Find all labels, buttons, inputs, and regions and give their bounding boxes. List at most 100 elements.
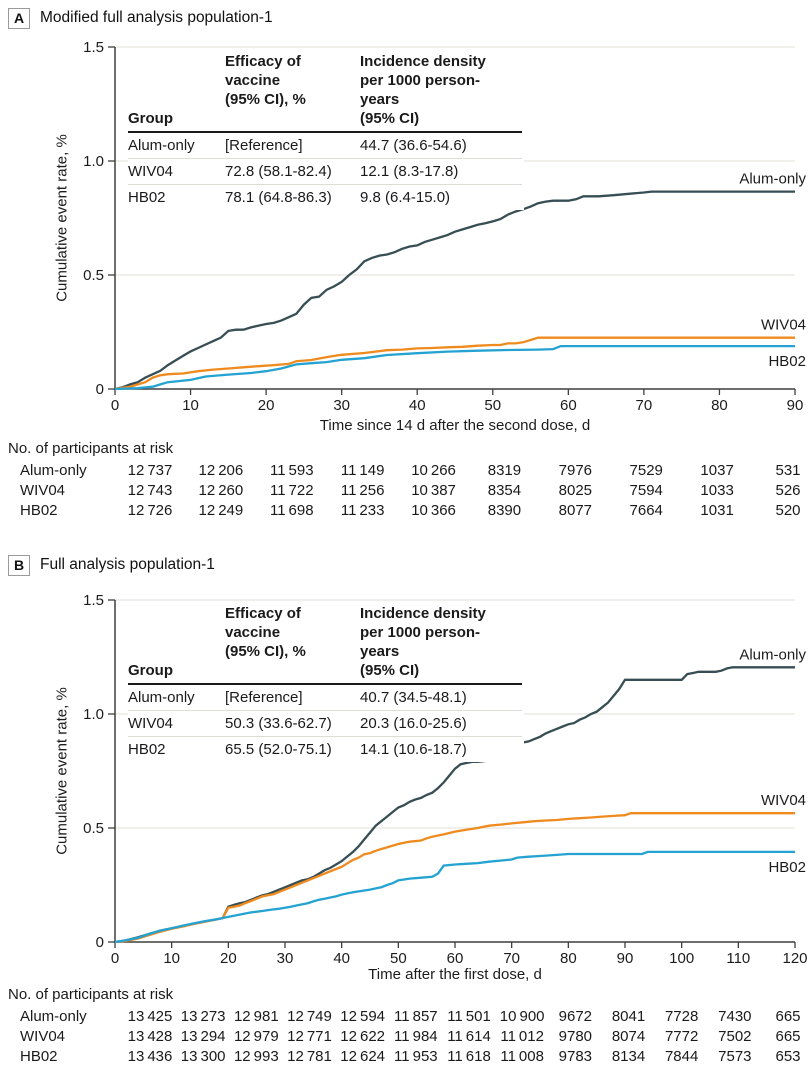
at-risk-value: 7664 (629, 502, 663, 519)
x-tick-label: 60 (560, 397, 577, 414)
y-tick-label: 0 (96, 381, 104, 398)
panel-a-title: Modified full analysis population-1 (40, 9, 273, 26)
at-risk-value: 11 593 (269, 462, 314, 479)
at-risk-value: 665 (775, 1008, 801, 1025)
inset-cell: 12.1 (8.3-17.8) (360, 163, 459, 180)
inset-cell: 65.5 (52.0-75.1) (225, 741, 332, 758)
inset-cell: 44.7 (36.6-54.6) (360, 137, 467, 154)
inset-header-line: Efficacy of (225, 605, 301, 622)
at-risk-value: 12 249 (198, 502, 244, 519)
at-risk-value: 11 953 (394, 1048, 438, 1065)
inset-header-line: (95% CI) (360, 110, 420, 127)
y-tick-label: 1.0 (83, 153, 104, 170)
at-risk-group-label: HB02 (20, 502, 58, 519)
inset-header-line: (95% CI), % (225, 91, 306, 108)
inset-header-line: Efficacy of (225, 53, 301, 70)
x-tick-label: 40 (409, 397, 426, 414)
at-risk-value: 12 726 (127, 502, 173, 519)
panel-a-y-axis-label: Cumulative event rate, % (53, 134, 71, 302)
at-risk-value: 13 436 (127, 1048, 173, 1065)
at-risk-value: 11 256 (340, 482, 385, 499)
inset-header-line: per 1000 person-years (360, 624, 481, 660)
inset-header-line: Group (128, 110, 173, 127)
at-risk-value: 12 206 (198, 462, 244, 479)
inset-header-cell: Incidence density per 1000 person-years (9… (360, 604, 522, 680)
at-risk-value: 12 737 (127, 462, 173, 479)
y-tick-label: 1.5 (83, 39, 104, 56)
at-risk-group-label: WIV04 (20, 482, 66, 499)
y-tick-label: 0 (96, 934, 104, 951)
x-tick-label: 100 (669, 950, 694, 967)
x-tick-label: 90 (617, 950, 634, 967)
series-label-wiv04: WIV04 (761, 792, 806, 809)
at-risk-group-label: HB02 (20, 1048, 58, 1065)
at-risk-row: Alum-only 12 737 12 206 11 593 11 149 10 266 8… (0, 462, 810, 482)
series-line-hb02 (114, 850, 795, 944)
at-risk-row: HB02 13 436 13 300 12 993 12 781 12 624 11 953… (0, 1048, 810, 1068)
series-line-hb02 (114, 344, 795, 391)
at-risk-value: 11 501 (447, 1008, 491, 1025)
y-tick-label: 1.0 (83, 706, 104, 723)
x-tick-label: 30 (277, 950, 294, 967)
at-risk-value: 653 (775, 1048, 801, 1065)
at-risk-value: 12 594 (340, 1008, 386, 1025)
inset-table-row: HB02 65.5 (52.0-75.1) 14.1 (10.6-18.7) (128, 737, 522, 762)
at-risk-value: 7529 (629, 462, 663, 479)
at-risk-row: WIV04 12 743 12 260 11 722 11 256 10 387 8354 8… (0, 482, 810, 502)
inset-table-row: WIV04 50.3 (33.6-62.7) 20.3 (16.0-25.6) (128, 711, 522, 737)
inset-cell: 9.8 (6.4-15.0) (360, 189, 451, 206)
inset-table-row: Alum-only [Reference] 40.7 (34.5-48.1) (128, 685, 522, 711)
panel-a-chart: 0 0.5 1.0 1.5 0 10 20 30 40 50 60 70 80 90 Alum-only WI… (83, 39, 806, 414)
at-risk-value: 12 993 (233, 1048, 279, 1065)
at-risk-row: HB02 12 726 12 249 11 698 11 233 10 366 8390 80… (0, 502, 810, 522)
at-risk-value: 526 (775, 482, 801, 499)
at-risk-value: 11 008 (500, 1048, 544, 1065)
at-risk-value: 7728 (664, 1008, 699, 1025)
inset-table-row: Alum-only [Reference] 44.7 (36.6-54.6) (128, 133, 522, 159)
at-risk-value: 665 (775, 1028, 801, 1045)
series-label-alum-only: Alum-only (739, 171, 806, 188)
x-tick-label: 10 (182, 397, 199, 414)
at-risk-value: 1031 (700, 502, 734, 519)
series-label-wiv04: WIV04 (761, 317, 806, 334)
at-risk-value: 12 622 (340, 1028, 386, 1045)
inset-header-line: Incidence density (360, 605, 486, 622)
at-risk-value: 1033 (700, 482, 734, 499)
at-risk-value: 11 012 (500, 1028, 544, 1045)
at-risk-value: 8390 (487, 502, 522, 519)
x-tick-label: 20 (220, 950, 237, 967)
at-risk-value: 10 900 (499, 1008, 545, 1025)
inset-header-line: Incidence density (360, 53, 486, 70)
panel-a-x-axis-label: Time since 14 d after the second dose, d (319, 417, 591, 434)
x-tick-label: 80 (560, 950, 577, 967)
at-risk-value: 7573 (718, 1048, 752, 1065)
at-risk-value: 11 614 (447, 1028, 491, 1045)
at-risk-value: 7844 (664, 1048, 699, 1065)
x-tick-label: 110 (726, 950, 750, 967)
at-risk-value: 520 (775, 502, 801, 519)
at-risk-value: 11 149 (340, 462, 385, 479)
at-risk-value: 9780 (558, 1028, 593, 1045)
at-risk-value: 8025 (558, 482, 593, 499)
inset-table-header: Group Efficacy of vaccine (95% CI), % Incide… (128, 52, 522, 133)
inset-cell: HB02 (128, 189, 166, 206)
panel-b-header: B Full analysis population-1 (8, 553, 215, 577)
at-risk-value: 13 273 (180, 1008, 226, 1025)
x-tick-label: 50 (390, 950, 407, 967)
x-tick-label: 90 (787, 397, 804, 414)
y-tick-label: 1.5 (83, 592, 104, 609)
inset-header-line: vaccine (225, 624, 281, 641)
panel-a-badge: A (8, 7, 30, 29)
inset-cell: Alum-only (128, 137, 195, 154)
at-risk-value: 10 366 (411, 502, 456, 519)
inset-table-row: HB02 78.1 (64.8-86.3) 9.8 (6.4-15.0) (128, 185, 522, 210)
series-label-hb02: HB02 (768, 859, 806, 876)
panel-b-chart: 0 0.5 1.0 1.5 0 10 20 30 40 50 60 70 80 90 100 110 120 Al… (83, 592, 807, 967)
inset-table-header: Group Efficacy of vaccine (95% CI), % Incide… (128, 604, 522, 685)
at-risk-value: 13 300 (180, 1048, 226, 1065)
x-tick-label: 40 (333, 950, 350, 967)
inset-header-line: Group (128, 662, 173, 679)
x-tick-label: 70 (503, 950, 520, 967)
at-risk-value: 10 266 (411, 462, 456, 479)
at-risk-value: 1037 (700, 462, 734, 479)
